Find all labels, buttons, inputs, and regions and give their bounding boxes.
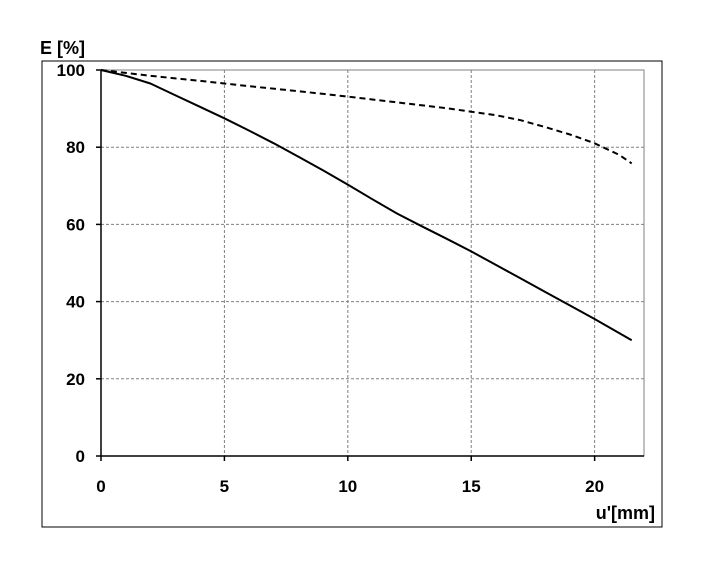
series-line-dashed (100, 69, 633, 165)
y-axis-title: E [%] (40, 38, 85, 58)
y-tick-label-60: 60 (66, 215, 85, 234)
axes (100, 70, 644, 457)
x-tick-label-15: 15 (462, 477, 481, 496)
series-layer (100, 69, 633, 342)
series-line-solid (100, 69, 633, 342)
x-tick-label-10: 10 (338, 477, 357, 496)
tick-labels: 0 20 40 60 80 100 0 5 10 15 20 (57, 61, 604, 496)
x-tick-label-5: 5 (220, 477, 229, 496)
y-tick-label-0: 0 (76, 447, 85, 466)
x-axis-title: u'[mm] (596, 503, 655, 523)
y-tick-label-40: 40 (66, 293, 85, 312)
x-tick-label-0: 0 (96, 477, 105, 496)
outer-frame (41, 60, 663, 528)
y-tick-label-100: 100 (57, 61, 85, 80)
y-tick-label-20: 20 (66, 370, 85, 389)
x-tick-label-20: 20 (585, 477, 604, 496)
y-tick-label-80: 80 (66, 138, 85, 157)
